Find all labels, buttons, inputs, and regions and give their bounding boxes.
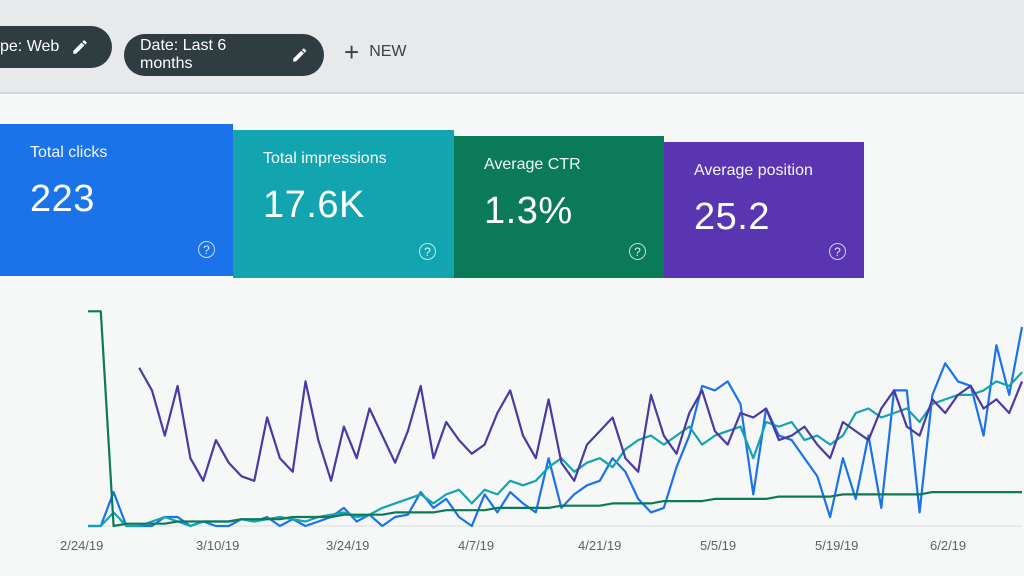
x-tick-label: 4/21/19 bbox=[578, 538, 622, 553]
metric-card-average-position[interactable]: Average position 25.2 ? bbox=[664, 142, 864, 278]
metric-label: Total impressions bbox=[263, 150, 387, 167]
x-tick-label: 6/2/19 bbox=[930, 538, 967, 553]
help-icon[interactable]: ? bbox=[198, 241, 215, 258]
x-tick-label: 3/24/19 bbox=[326, 538, 370, 553]
new-filter-label: NEW bbox=[369, 43, 407, 60]
metric-card-total-clicks[interactable]: Total clicks 223 ? bbox=[0, 124, 233, 276]
date-filter-chip[interactable]: Date: Last 6 months bbox=[124, 34, 324, 76]
search-type-filter-chip[interactable]: ype: Web bbox=[0, 26, 112, 68]
x-tick-label: 4/7/19 bbox=[458, 538, 495, 553]
search-type-filter-label: ype: Web bbox=[0, 38, 60, 55]
x-tick-label: 2/24/19 bbox=[60, 538, 104, 553]
series-line-4 bbox=[138, 367, 1024, 482]
help-icon[interactable]: ? bbox=[629, 243, 646, 260]
series-line-3 bbox=[88, 310, 1022, 528]
plus-icon: + bbox=[344, 37, 360, 67]
metric-label: Average CTR bbox=[484, 156, 581, 173]
performance-line-chart[interactable] bbox=[0, 290, 1024, 576]
metric-card-total-impressions[interactable]: Total impressions 17.6K ? bbox=[233, 130, 454, 278]
metric-value: 17.6K bbox=[263, 184, 365, 226]
new-filter-button[interactable]: + NEW bbox=[344, 37, 407, 67]
x-tick-label: 3/10/19 bbox=[196, 538, 240, 553]
metric-value: 25.2 bbox=[694, 196, 770, 238]
x-tick-label: 5/19/19 bbox=[815, 538, 859, 553]
x-tick-label: 5/5/19 bbox=[700, 538, 737, 553]
metric-card-average-ctr[interactable]: Average CTR 1.3% ? bbox=[454, 136, 664, 278]
help-icon[interactable]: ? bbox=[419, 243, 436, 260]
metric-label: Average position bbox=[694, 162, 813, 179]
edit-pencil-icon[interactable] bbox=[71, 38, 89, 56]
metric-value: 1.3% bbox=[484, 190, 573, 232]
edit-pencil-icon[interactable] bbox=[291, 46, 308, 64]
date-filter-label: Date: Last 6 months bbox=[140, 37, 227, 72]
metric-label: Total clicks bbox=[30, 144, 108, 161]
filter-bar: ype: Web Date: Last 6 months + NEW bbox=[0, 0, 1024, 94]
metric-value: 223 bbox=[30, 178, 95, 220]
help-icon[interactable]: ? bbox=[829, 243, 846, 260]
